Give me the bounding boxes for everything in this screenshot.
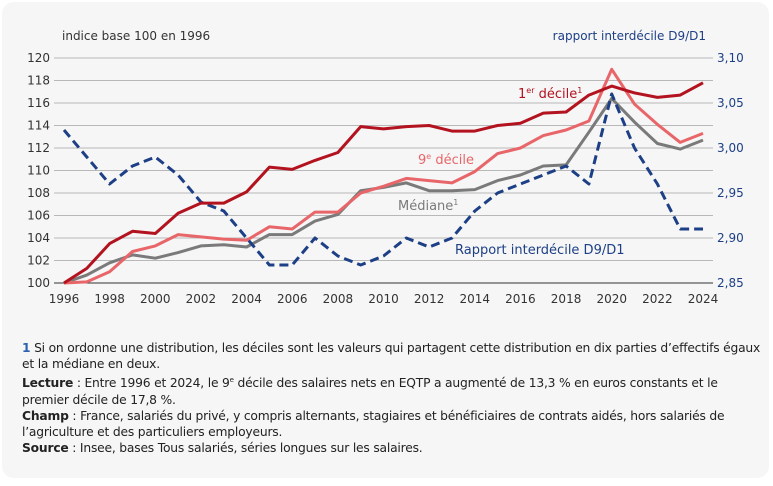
x-tick-label: 1998	[94, 292, 125, 306]
y-right-tick-label: 2,95	[717, 186, 744, 200]
x-tick-label: 1996	[49, 292, 80, 306]
x-tick-label: 2008	[323, 292, 354, 306]
x-tick-label: 2012	[414, 292, 445, 306]
x-tick-label: 2010	[368, 292, 399, 306]
x-tick-label: 2018	[551, 292, 582, 306]
series-line-3	[62, 92, 703, 267]
y-right-tick-label: 2,85	[717, 276, 744, 290]
y-left-tick-label: 106	[27, 209, 50, 223]
y-right-tick-label: 3,05	[717, 96, 744, 110]
y-left-tick-label: 120	[27, 51, 50, 65]
y-left-tick-label: 110	[27, 164, 50, 178]
x-tick-label: 2024	[688, 292, 719, 306]
y-left-tick-label: 108	[27, 186, 50, 200]
source-note: Source : Insee, bases Tous salariés, sér…	[22, 441, 423, 456]
x-tick-label: 2000	[140, 292, 171, 306]
series-label: Médiane1	[398, 198, 458, 214]
x-tick-label: 2020	[596, 292, 627, 306]
footnote-1: 1 Si on ordonne une distribution, les dé…	[22, 341, 761, 372]
x-tick-label: 2002	[186, 292, 217, 306]
chart-card	[2, 2, 769, 478]
champ-note: Champ : France, salariés du privé, y com…	[22, 408, 725, 440]
x-tick-label: 2014	[460, 292, 491, 306]
x-tick-label: 2016	[505, 292, 536, 306]
y-left-tick-label: 118	[27, 74, 50, 88]
series-label: 9e décile	[418, 152, 474, 168]
y-right-tick-label: 2,90	[717, 231, 744, 245]
x-tick-label: 2004	[231, 292, 262, 306]
series-label: Rapport interdécile D9/D1	[455, 243, 625, 258]
chart-notes: 1 Si on ordonne une distribution, les dé…	[22, 340, 762, 457]
y-left-tick-label: 100	[27, 276, 50, 290]
right-axis-title: rapport interdécile D9/D1	[553, 29, 706, 43]
y-right-tick-label: 3,00	[717, 141, 744, 155]
y-left-tick-label: 102	[27, 254, 50, 268]
x-tick-label: 2022	[642, 292, 673, 306]
left-axis-title: indice base 100 en 1996	[62, 29, 210, 43]
y-left-tick-label: 104	[27, 231, 50, 245]
y-left-tick-label: 116	[27, 96, 50, 110]
y-left-tick-label: 112	[27, 141, 50, 155]
series-label: 1er décile1	[518, 86, 582, 102]
line-chart: 100 102 104 106 108 110 112 114 116 118 120 2,85 2,9…	[27, 29, 744, 306]
lecture-note: Lecture : Entre 1996 et 2024, le 9e déci…	[22, 376, 718, 407]
x-tick-label: 2006	[277, 292, 308, 306]
y-right-tick-label: 3,10	[717, 51, 744, 65]
y-left-tick-label: 114	[27, 119, 50, 133]
